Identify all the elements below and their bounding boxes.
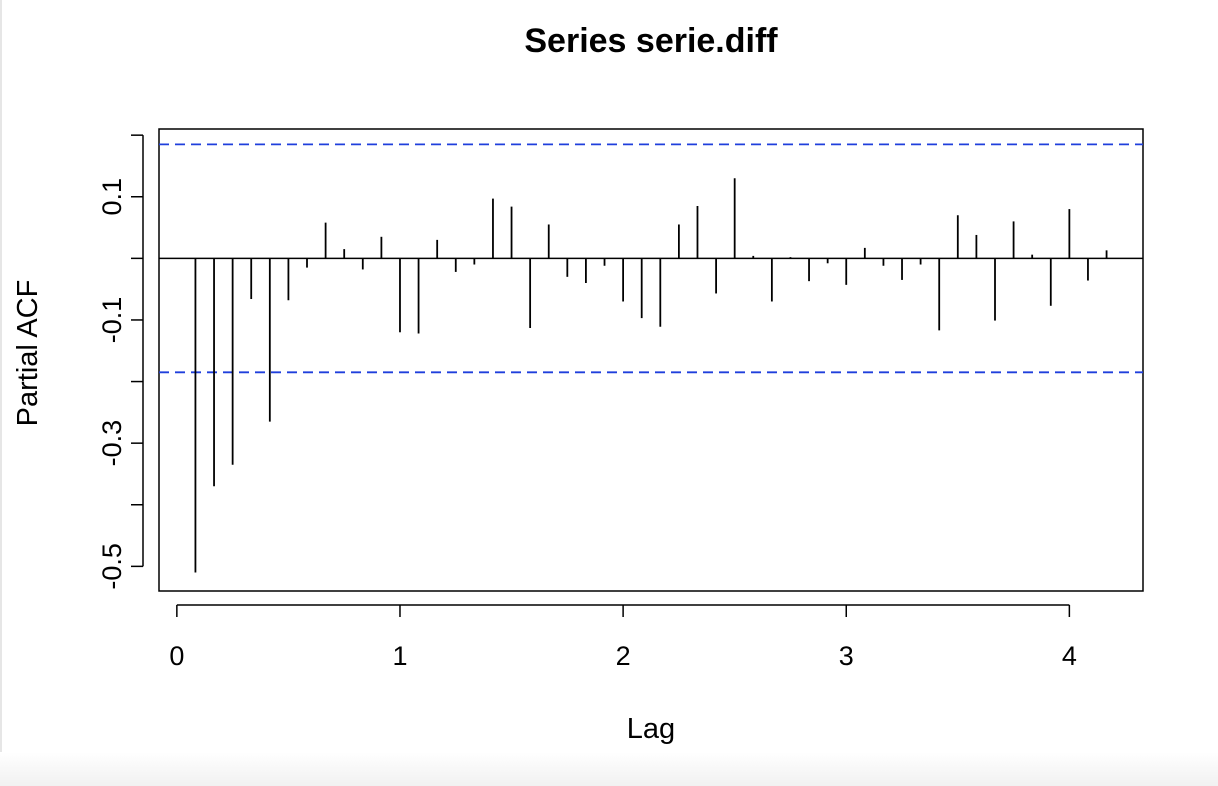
plot-frame [158,128,1144,592]
x-axis: 0 1 2 3 4 [169,604,1077,671]
y-axis-label: Partial ACF [12,280,44,427]
y-tick-label: -0.3 [97,420,127,467]
pacf-bars [159,178,1143,573]
x-tick-label: 0 [169,641,184,671]
x-tick-label: 4 [1062,641,1077,671]
x-tick-label: 3 [839,641,854,671]
x-axis-label: Lag [627,713,675,745]
y-tick-label: -0.5 [97,543,127,590]
window-left-border [0,0,2,786]
y-tick-label: -0.1 [97,297,127,344]
chart-title: Series serie.diff [524,22,778,60]
confidence-bounds [159,143,1143,374]
x-tick-label: 2 [616,641,631,671]
y-tick-label: 0.1 [97,178,127,216]
window-bottom-shadow [0,752,1218,786]
x-tick-label: 1 [392,641,407,671]
y-axis: -0.5 -0.3 -0.1 0.1 [97,134,144,590]
